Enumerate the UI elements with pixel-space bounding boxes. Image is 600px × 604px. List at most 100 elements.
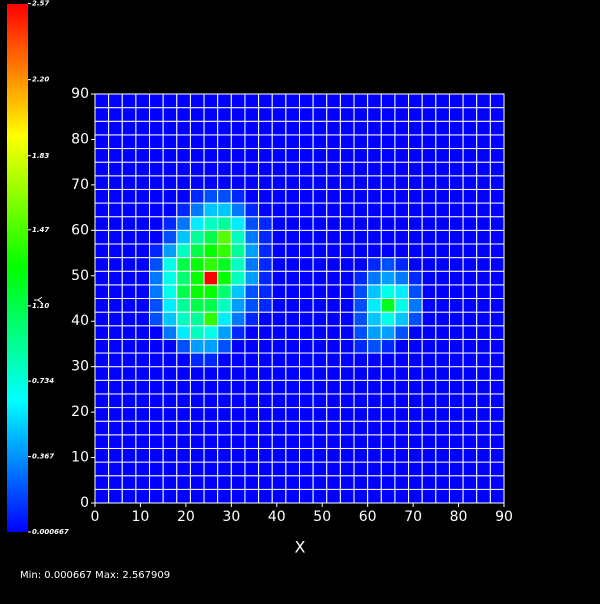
heat-cell bbox=[217, 379, 232, 395]
heat-cell bbox=[380, 447, 396, 463]
heat-cell bbox=[435, 366, 450, 381]
heat-cell bbox=[489, 134, 505, 150]
heat-cell bbox=[149, 120, 164, 136]
heat-cell bbox=[476, 352, 491, 368]
heat-cell bbox=[448, 175, 464, 190]
heat-cell bbox=[108, 366, 123, 381]
heat-cell bbox=[353, 93, 369, 109]
x-tick-label: 20 bbox=[177, 509, 195, 525]
heat-cell bbox=[353, 270, 369, 286]
heat-cell bbox=[299, 298, 314, 313]
heat-cell bbox=[394, 311, 410, 327]
heat-cell bbox=[380, 270, 396, 286]
heat-cell bbox=[162, 120, 178, 136]
heat-cell bbox=[476, 488, 491, 504]
heat-cell bbox=[339, 488, 355, 504]
heat-cell bbox=[435, 284, 450, 300]
heat-cell bbox=[135, 366, 151, 381]
heat-cell bbox=[217, 120, 232, 136]
heat-cell bbox=[108, 447, 123, 463]
heat-cell bbox=[258, 202, 273, 218]
heat-cell bbox=[149, 475, 164, 490]
heat-cell bbox=[121, 188, 137, 204]
heat-cell bbox=[135, 93, 151, 109]
heat-cell bbox=[394, 475, 410, 490]
heat-cell bbox=[380, 175, 396, 190]
heat-cell bbox=[189, 311, 205, 327]
heat-cell bbox=[108, 298, 123, 313]
heat-cell bbox=[326, 107, 341, 122]
heat-cell bbox=[94, 161, 110, 177]
heat-cell bbox=[326, 298, 341, 313]
heat-cell bbox=[299, 311, 314, 327]
heat-cell bbox=[339, 338, 355, 354]
heat-cell bbox=[230, 93, 246, 109]
heat-cell bbox=[339, 434, 355, 449]
heat-cell bbox=[476, 393, 491, 409]
heat-cell bbox=[244, 188, 260, 204]
heat-cell bbox=[462, 366, 478, 381]
heat-cell bbox=[271, 488, 287, 504]
heat-cell bbox=[421, 475, 437, 490]
heat-cell bbox=[312, 243, 328, 259]
heat-cell bbox=[489, 366, 505, 381]
heat-cell bbox=[189, 475, 205, 490]
heat-cell bbox=[380, 229, 396, 245]
heat-cell bbox=[285, 407, 301, 422]
heat-cell bbox=[367, 93, 382, 109]
heat-cell bbox=[271, 134, 287, 150]
heat-cell bbox=[149, 447, 164, 463]
heat-cell bbox=[299, 338, 314, 354]
heat-cell bbox=[94, 202, 110, 218]
heat-cell bbox=[421, 434, 437, 449]
heat-cell bbox=[149, 134, 164, 150]
heat-cell bbox=[271, 243, 287, 259]
heat-cell bbox=[312, 298, 328, 313]
heat-cell bbox=[189, 407, 205, 422]
heat-cell bbox=[312, 284, 328, 300]
heat-cell bbox=[230, 188, 246, 204]
heat-cell bbox=[435, 202, 450, 218]
heat-cell bbox=[421, 148, 437, 163]
heat-cell bbox=[217, 488, 232, 504]
heat-cell bbox=[230, 488, 246, 504]
heat-cell bbox=[326, 475, 341, 490]
heat-cell bbox=[258, 134, 273, 150]
heat-cell bbox=[244, 461, 260, 477]
heat-cell bbox=[435, 420, 450, 436]
heat-cell bbox=[462, 352, 478, 368]
heat-cell bbox=[489, 107, 505, 122]
heat-cell bbox=[462, 93, 478, 109]
heat-cell bbox=[435, 175, 450, 190]
heat-cell bbox=[367, 134, 382, 150]
heat-cell bbox=[94, 407, 110, 422]
heat-cell bbox=[394, 284, 410, 300]
heat-cell bbox=[217, 188, 232, 204]
heat-cell bbox=[326, 175, 341, 190]
heat-cell bbox=[258, 229, 273, 245]
heat-cell bbox=[367, 107, 382, 122]
heat-cell bbox=[203, 407, 219, 422]
heat-cell bbox=[408, 311, 423, 327]
heat-cell bbox=[394, 93, 410, 109]
heat-cell bbox=[217, 257, 232, 272]
heat-cell bbox=[149, 407, 164, 422]
heat-cell bbox=[217, 420, 232, 436]
heat-cell bbox=[380, 148, 396, 163]
heat-cell bbox=[135, 461, 151, 477]
heat-cell bbox=[339, 393, 355, 409]
heat-cell bbox=[462, 379, 478, 395]
heat-cell bbox=[162, 284, 178, 300]
heat-cell bbox=[435, 338, 450, 354]
heat-cell bbox=[421, 393, 437, 409]
heat-cell bbox=[149, 379, 164, 395]
heat-cell bbox=[258, 325, 273, 340]
heat-cell bbox=[108, 134, 123, 150]
heat-cell bbox=[121, 393, 137, 409]
heat-cell bbox=[203, 270, 219, 286]
heat-cell bbox=[448, 379, 464, 395]
heat-cell bbox=[203, 420, 219, 436]
heat-cell bbox=[244, 447, 260, 463]
heat-cell bbox=[217, 393, 232, 409]
